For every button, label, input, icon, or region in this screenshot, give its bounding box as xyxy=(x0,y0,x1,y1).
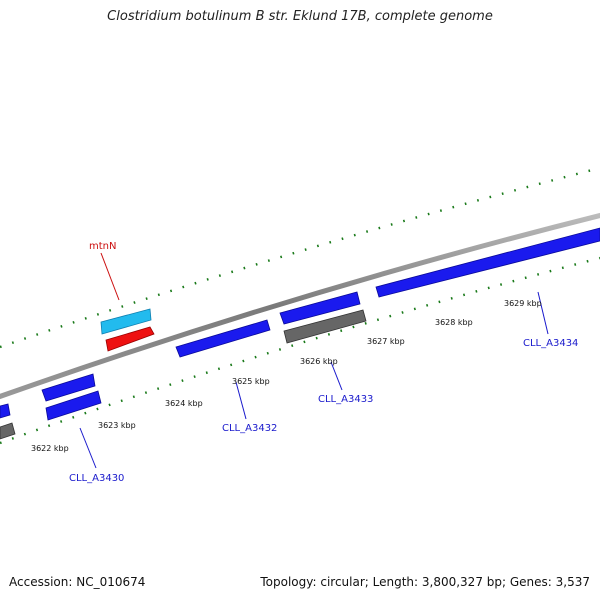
gene-CLL_A3432[interactable] xyxy=(175,319,271,358)
gene-outer-1[interactable] xyxy=(0,403,11,419)
genome-backbone xyxy=(0,212,600,400)
inner-tick-ring xyxy=(0,256,600,445)
gene-label-mtnN[interactable]: mtnN xyxy=(89,241,116,252)
leader-mtnN xyxy=(100,252,120,301)
leader-CLL_A3432 xyxy=(235,381,247,420)
gene-inner-pseudo-left[interactable] xyxy=(0,422,16,440)
gene-mtnN-rna[interactable] xyxy=(105,326,155,352)
tick-label: 3624 kbp xyxy=(165,399,203,408)
gene-outer-2[interactable] xyxy=(41,373,96,402)
outer-tick-ring xyxy=(0,166,600,349)
tick-label: 3627 kbp xyxy=(367,337,405,346)
gene-label-CLL_A3430[interactable]: CLL_A3430 xyxy=(69,473,124,484)
gene-CLL_A3430[interactable] xyxy=(45,390,102,421)
gene-CLL_A3433[interactable] xyxy=(279,291,361,325)
genome-summary-text: Topology: circular; Length: 3,800,327 bp… xyxy=(260,575,590,589)
tick-label: 3625 kbp xyxy=(232,377,270,386)
accession-text: Accession: NC_010674 xyxy=(9,575,146,589)
tick-label: 3629 kbp xyxy=(504,299,542,308)
gene-CLL_A3434[interactable] xyxy=(375,227,600,298)
leader-CLL_A3433 xyxy=(330,361,343,391)
gene-label-CLL_A3433[interactable]: CLL_A3433 xyxy=(318,394,373,405)
tick-label: 3622 kbp xyxy=(31,444,69,453)
tick-label: 3628 kbp xyxy=(435,318,473,327)
gene-mtnN-highlight[interactable] xyxy=(100,308,152,335)
tick-label: 3623 kbp xyxy=(98,421,136,430)
map-title: Clostridium botulinum B str. Eklund 17B,… xyxy=(107,9,493,24)
tick-label: 3626 kbp xyxy=(300,357,338,366)
leader-CLL_A3430 xyxy=(79,427,97,469)
gene-inner-pseudo-right[interactable] xyxy=(283,309,367,344)
gene-label-CLL_A3432[interactable]: CLL_A3432 xyxy=(222,423,277,434)
gene-label-CLL_A3434[interactable]: CLL_A3434 xyxy=(523,338,578,349)
leader-CLL_A3434 xyxy=(537,291,549,335)
